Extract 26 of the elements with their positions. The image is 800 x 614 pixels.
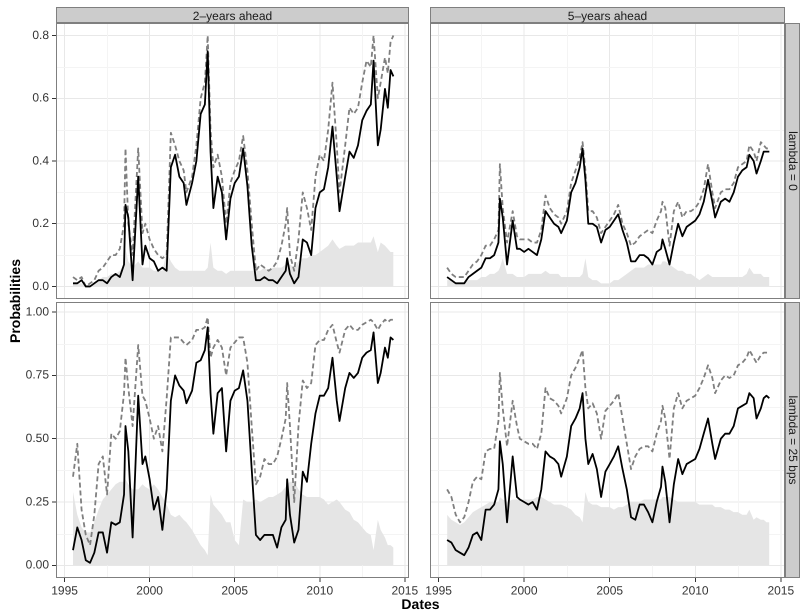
y-tick-label: 0.2 [32, 216, 50, 230]
y-tick-label: 0.8 [32, 28, 50, 42]
text: lambda = 0 [786, 131, 800, 191]
x-tick-label: 2000 [510, 584, 538, 598]
x-tick-label: 2005 [596, 584, 624, 598]
x-tick-label: 1995 [425, 584, 452, 598]
x-tick-label: 1995 [51, 584, 78, 598]
y-tick-label: 0.00 [26, 558, 50, 572]
y-axis-title: Probabilities [7, 258, 23, 343]
y-tick-label: 0.75 [26, 368, 50, 382]
y-tick-label: 1.00 [26, 304, 50, 318]
x-tick-label: 2010 [682, 584, 709, 598]
text: lambda = 25 bps [786, 395, 800, 485]
x-axis-title: Dates [401, 596, 440, 612]
y-tick-label: 0.4 [32, 153, 50, 168]
y-tick-label: 0.50 [26, 431, 50, 446]
y-tick-label: 0.0 [32, 278, 50, 293]
y-tick-label: 0.25 [26, 494, 50, 508]
x-tick-label: 2000 [136, 584, 164, 598]
x-tick-label: 2005 [221, 584, 248, 598]
x-tick-label: 2015 [767, 584, 794, 598]
chart-title: 2–years ahead [192, 8, 272, 22]
x-tick-label: 2010 [306, 584, 334, 598]
y-tick-label: 0.6 [32, 90, 50, 105]
chart-title: 5–years ahead [568, 8, 648, 22]
x-tick-label: 2015 [391, 584, 418, 598]
